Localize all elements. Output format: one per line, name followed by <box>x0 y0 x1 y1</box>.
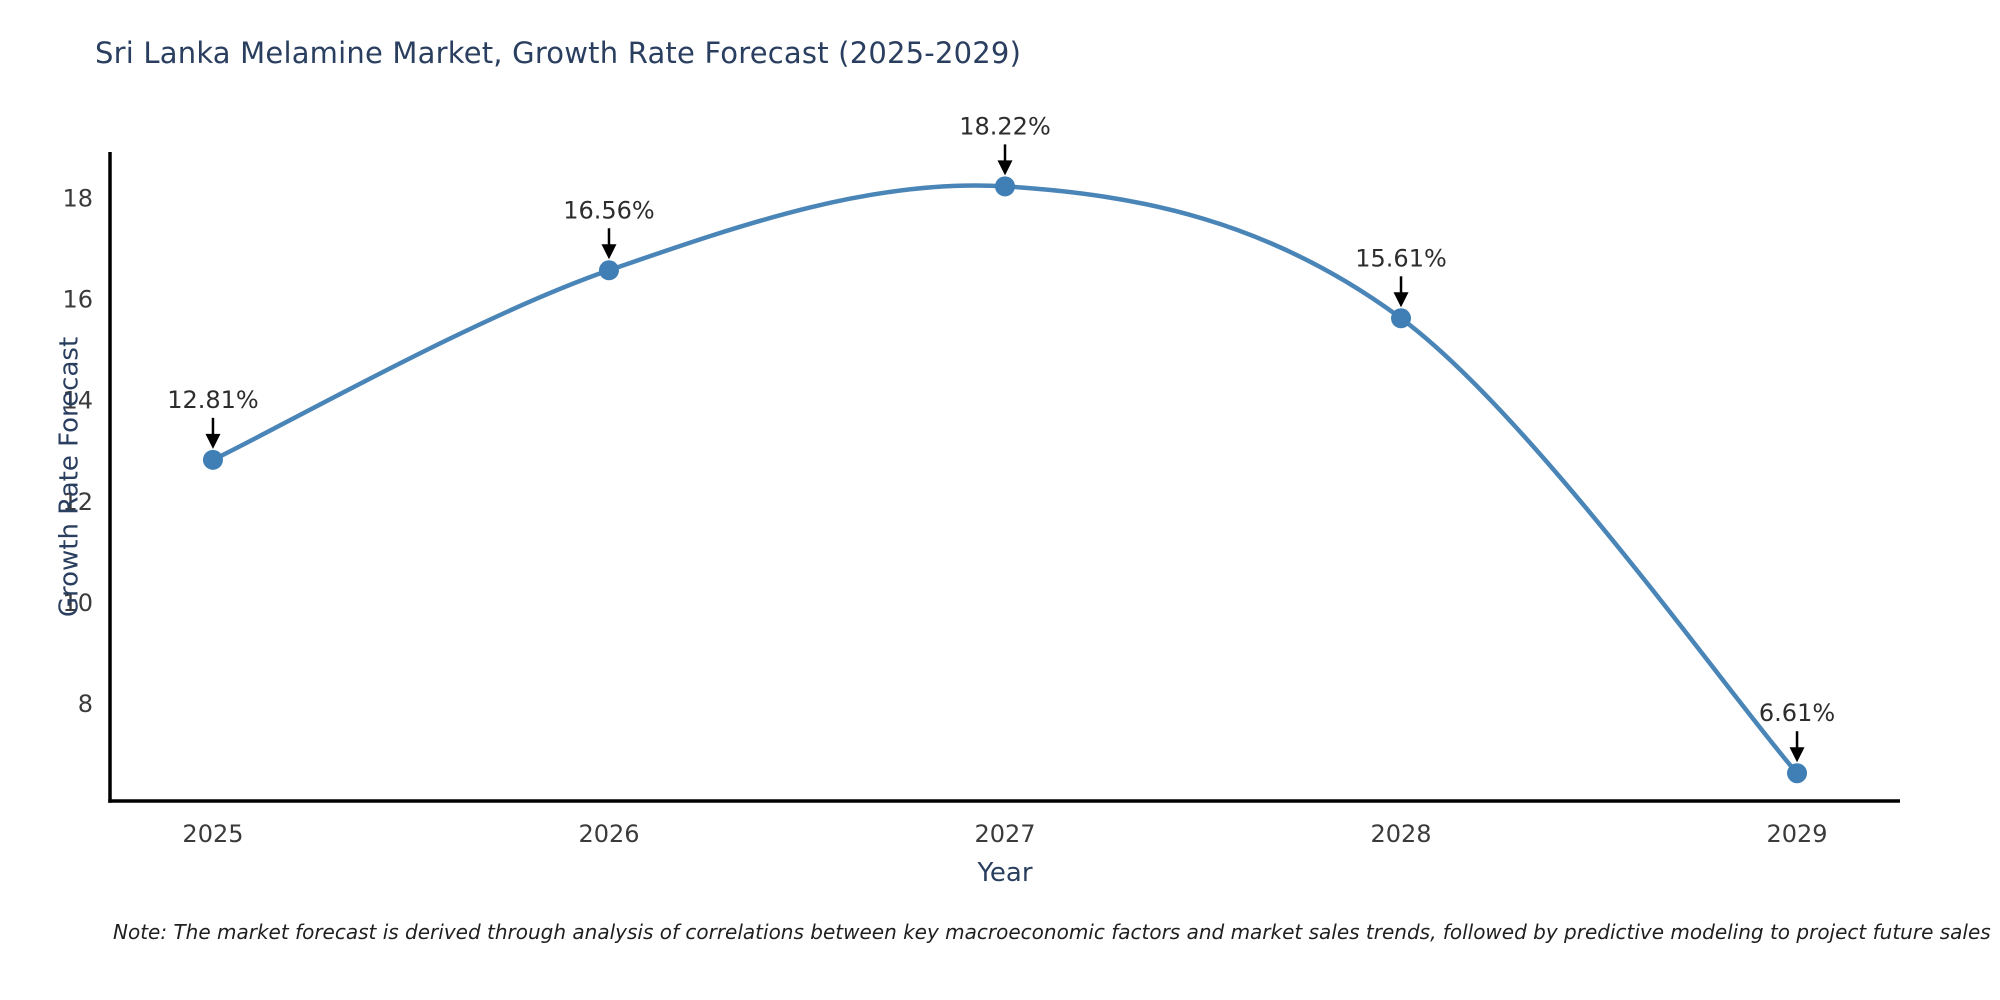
data-point-2028[interactable] <box>1391 308 1412 329</box>
footnote: Note: The market forecast is derived thr… <box>113 920 1991 944</box>
y-tick-label-14: 14 <box>62 387 93 415</box>
data-label-2028: 15.61% <box>1355 244 1447 272</box>
annotation-arrowhead-2027 <box>997 160 1013 176</box>
chart-title: Sri Lanka Melamine Market, Growth Rate F… <box>95 36 1022 70</box>
annotation-arrowhead-2025 <box>205 433 221 449</box>
annotation-arrowhead-2028 <box>1393 292 1409 308</box>
y-axis-title: Growth Rate Forecast <box>54 336 85 618</box>
data-point-2026[interactable] <box>598 260 619 281</box>
series-line <box>210 183 1800 776</box>
x-tick-label-2025: 2025 <box>182 820 243 848</box>
x-tick-label-2029: 2029 <box>1766 820 1827 848</box>
y-tick-label-10: 10 <box>62 589 93 617</box>
y-tick-label-18: 18 <box>62 184 93 212</box>
y-tick-label-8: 8 <box>78 690 93 718</box>
y-tick-label-16: 16 <box>62 286 93 314</box>
x-tick-label-2028: 2028 <box>1370 820 1431 848</box>
x-tick-label-2026: 2026 <box>578 820 639 848</box>
data-point-2027[interactable] <box>995 176 1015 197</box>
data-label-2026: 16.56% <box>563 196 655 224</box>
x-tick-label-2027: 2027 <box>974 820 1035 848</box>
annotation-arrowhead-2029 <box>1789 747 1805 763</box>
y-tick-label-12: 12 <box>62 488 93 516</box>
data-label-2029: 6.61% <box>1759 699 1835 727</box>
data-point-2029[interactable] <box>1787 763 1808 784</box>
x-axis-title: Year <box>977 858 1033 888</box>
data-point-2025[interactable] <box>202 449 223 470</box>
data-label-2027: 18.22% <box>959 112 1051 140</box>
data-label-2025: 12.81% <box>167 386 259 414</box>
annotation-arrowhead-2026 <box>601 244 617 260</box>
